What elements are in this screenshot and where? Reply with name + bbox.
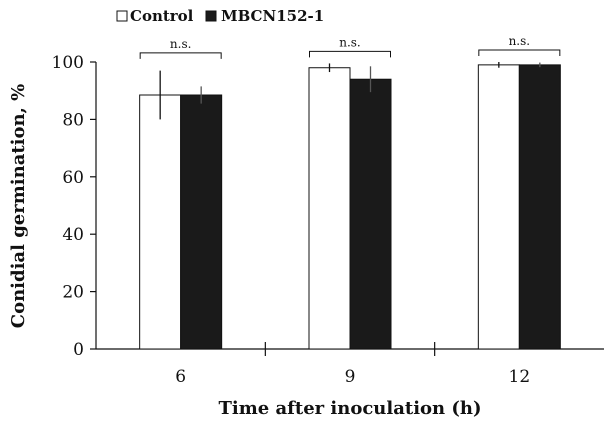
legend-swatch-mbcn152-1 <box>206 11 216 21</box>
x-axis-title: Time after inoculation (h) <box>218 398 481 419</box>
y-ticks: 0 20 40 60 80 100 <box>52 53 96 360</box>
legend-label-mbcn152-1: MBCN152-1 <box>221 7 324 25</box>
y-tick-label: 60 <box>62 168 84 188</box>
bar-mbcn152-1-9 <box>350 79 391 349</box>
x-tick-label: 12 <box>509 367 531 387</box>
legend-label-control: Control <box>130 7 194 25</box>
significance-bracket <box>479 50 560 56</box>
bar-mbcn152-1-6 <box>181 95 222 349</box>
legend: Control MBCN152-1 <box>117 7 324 25</box>
x-tick-label: 6 <box>175 367 186 387</box>
significance-bracket <box>140 53 221 59</box>
significance-bracket <box>310 51 391 57</box>
y-axis-title: Conidial germination, % <box>8 84 29 329</box>
bar-control-9 <box>309 68 350 349</box>
y-tick-label: 0 <box>73 340 84 360</box>
significance-label: n.s. <box>339 35 361 49</box>
significance-label: n.s. <box>509 34 531 48</box>
bar-control-6 <box>140 95 181 349</box>
y-tick-label: 100 <box>52 53 84 73</box>
y-tick-label: 40 <box>62 225 84 245</box>
y-tick-label: 20 <box>62 283 84 303</box>
significance-label: n.s. <box>170 37 192 51</box>
bars <box>140 65 561 349</box>
legend-swatch-control <box>117 11 127 21</box>
x-tick-label: 9 <box>345 367 356 387</box>
significance-brackets: n.s. n.s. n.s. <box>140 34 560 59</box>
bar-mbcn152-1-12 <box>519 65 560 349</box>
bar-control-12 <box>478 65 519 349</box>
y-tick-label: 80 <box>62 110 84 130</box>
